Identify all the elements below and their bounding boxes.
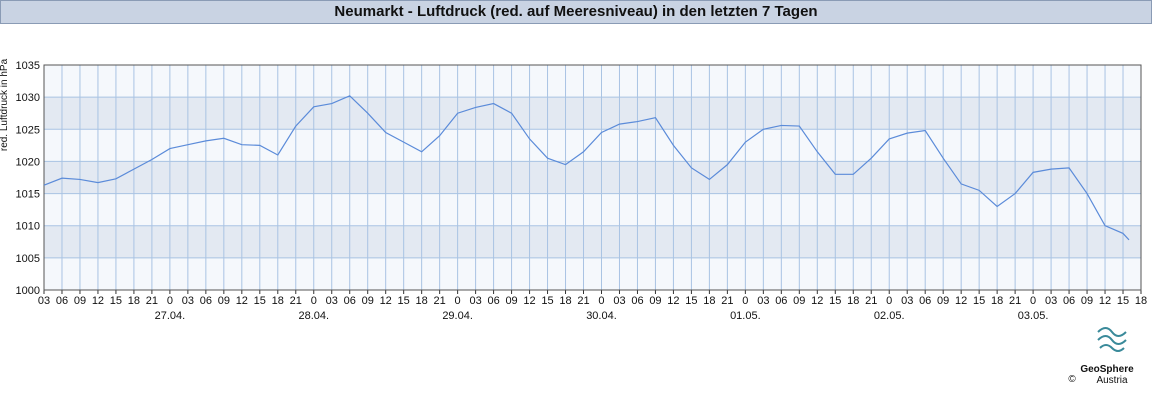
x-tick-label: 21 <box>434 295 446 307</box>
pressure-line <box>43 95 1130 241</box>
y-tick-label: 1030 <box>16 92 40 104</box>
x-tick-label: 03 <box>613 295 625 307</box>
x-tick-label: 03 <box>38 295 50 307</box>
band <box>44 97 1141 130</box>
x-tick-label: 06 <box>1063 295 1075 307</box>
x-tick-label: 18 <box>991 295 1003 307</box>
x-tick-label: 12 <box>380 295 392 307</box>
x-tick-label: 15 <box>398 295 410 307</box>
x-tick-label: 03 <box>901 295 913 307</box>
x-tick-label: 21 <box>577 295 589 307</box>
x-tick-label: 0 <box>598 295 604 307</box>
x-tick-label: 15 <box>110 295 122 307</box>
date-label: 27.04. <box>155 310 186 322</box>
x-tick-label: 03 <box>757 295 769 307</box>
y-axis-label: red. Luftdruck in hPa <box>0 58 10 151</box>
x-tick-label: 0 <box>455 295 461 307</box>
x-tick-label: 21 <box>1009 295 1021 307</box>
x-tick-label: 09 <box>74 295 86 307</box>
y-tick-label: 1020 <box>16 156 40 168</box>
x-tick-label: 18 <box>703 295 715 307</box>
x-tick-label: 0 <box>167 295 173 307</box>
date-label: 03.05. <box>1018 310 1049 322</box>
y-tick-label: 1035 <box>16 60 40 72</box>
x-tick-label: 06 <box>775 295 787 307</box>
x-tick-label: 09 <box>218 295 230 307</box>
x-tick-label: 06 <box>631 295 643 307</box>
x-tick-label: 03 <box>469 295 481 307</box>
band <box>44 161 1141 194</box>
x-tick-label: 18 <box>1135 295 1147 307</box>
x-tick-label: 15 <box>685 295 697 307</box>
x-tick-label: 06 <box>200 295 212 307</box>
band <box>44 225 1141 258</box>
x-tick-label: 21 <box>865 295 877 307</box>
x-tick-label: 0 <box>886 295 892 307</box>
y-tick-label: 1000 <box>16 285 40 297</box>
x-tick-label: 15 <box>541 295 553 307</box>
x-tick-label: 18 <box>847 295 859 307</box>
chart-title: Neumarkt - Luftdruck (red. auf Meeresniv… <box>0 0 1152 24</box>
x-tick-label: 09 <box>362 295 374 307</box>
x-tick-label: 03 <box>1045 295 1057 307</box>
x-tick-label: 21 <box>721 295 733 307</box>
x-tick-label: 15 <box>254 295 266 307</box>
x-tick-label: 12 <box>667 295 679 307</box>
x-tick-label: 06 <box>919 295 931 307</box>
y-tick-label: 1025 <box>16 124 40 136</box>
x-tick-label: 18 <box>416 295 428 307</box>
copyright: © <box>1068 374 1076 385</box>
x-tick-label: 15 <box>1117 295 1129 307</box>
x-tick-label: 06 <box>344 295 356 307</box>
plot-border <box>43 64 1142 291</box>
x-tick-label: 12 <box>811 295 823 307</box>
plot-area <box>43 64 1142 294</box>
x-tick-label: 09 <box>937 295 949 307</box>
x-tick-label: 09 <box>793 295 805 307</box>
x-tick-label: 06 <box>487 295 499 307</box>
y-tick-label: 1010 <box>16 221 40 233</box>
x-tick-label: 21 <box>290 295 302 307</box>
x-tick-label: 15 <box>829 295 841 307</box>
date-label: 29.04. <box>442 310 473 322</box>
x-tick-label: 12 <box>92 295 104 307</box>
x-tick-label: 09 <box>505 295 517 307</box>
x-tick-label: 0 <box>311 295 317 307</box>
date-label: 01.05. <box>730 310 761 322</box>
x-tick-label: 03 <box>326 295 338 307</box>
x-tick-label: 06 <box>56 295 68 307</box>
x-tick-label: 18 <box>128 295 140 307</box>
x-tick-label: 21 <box>146 295 158 307</box>
x-tick-label: 09 <box>649 295 661 307</box>
x-tick-label: 0 <box>1030 295 1036 307</box>
x-tick-label: 18 <box>559 295 571 307</box>
logo-name: GeoSphere <box>1080 364 1134 375</box>
x-tick-label: 0 <box>742 295 748 307</box>
x-tick-label: 12 <box>955 295 967 307</box>
date-label: 02.05. <box>874 310 905 322</box>
x-tick-label: 03 <box>182 295 194 307</box>
y-tick-label: 1005 <box>16 253 40 265</box>
logo-sub: Austria <box>1096 375 1128 386</box>
y-tick-label: 1015 <box>16 189 40 201</box>
logo-icon <box>1097 327 1127 352</box>
date-label: 28.04. <box>298 310 329 322</box>
x-tick-label: 18 <box>272 295 284 307</box>
x-tick-label: 12 <box>1099 295 1111 307</box>
x-tick-label: 15 <box>973 295 985 307</box>
x-tick-label: 09 <box>1081 295 1093 307</box>
x-tick-label: 12 <box>523 295 535 307</box>
date-label: 30.04. <box>586 310 617 322</box>
logo <box>1097 327 1127 352</box>
x-tick-label: 12 <box>236 295 248 307</box>
